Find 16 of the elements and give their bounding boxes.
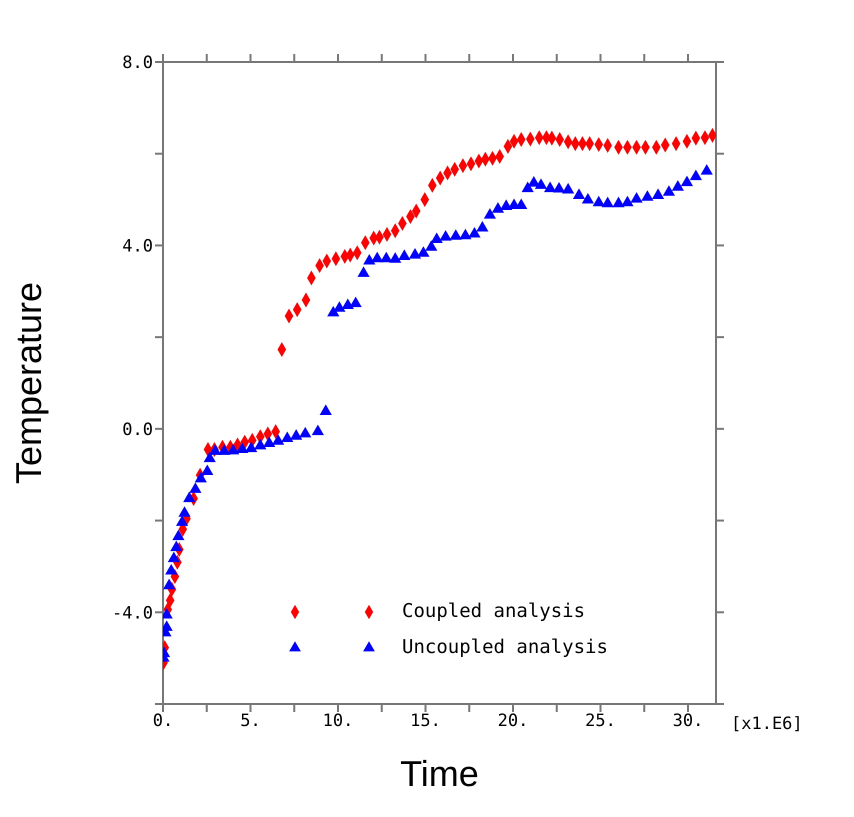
- x-tick-label: 20.: [498, 711, 528, 732]
- x-axis-title: Time: [400, 753, 479, 794]
- x-tick-label: 30.: [672, 711, 704, 732]
- y-tick-label: -4.0: [112, 603, 153, 624]
- y-tick-label: 8.0: [122, 53, 153, 74]
- x-tick-label: 15.: [410, 711, 441, 732]
- x-tick-label: 10.: [322, 711, 354, 732]
- x-tick-label: 5.: [240, 711, 261, 732]
- x-tick-label: 0.: [152, 711, 174, 732]
- x-tick-label: 25.: [585, 711, 616, 732]
- y-tick-label: 0.0: [122, 420, 153, 440]
- y-tick-label: 4.0: [122, 236, 153, 256]
- legend-label: Uncoupled analysis: [402, 636, 608, 658]
- y-axis-title: Temperature: [8, 282, 49, 484]
- legend-label: Coupled analysis: [402, 600, 586, 622]
- text: [x1.E6]: [731, 714, 803, 734]
